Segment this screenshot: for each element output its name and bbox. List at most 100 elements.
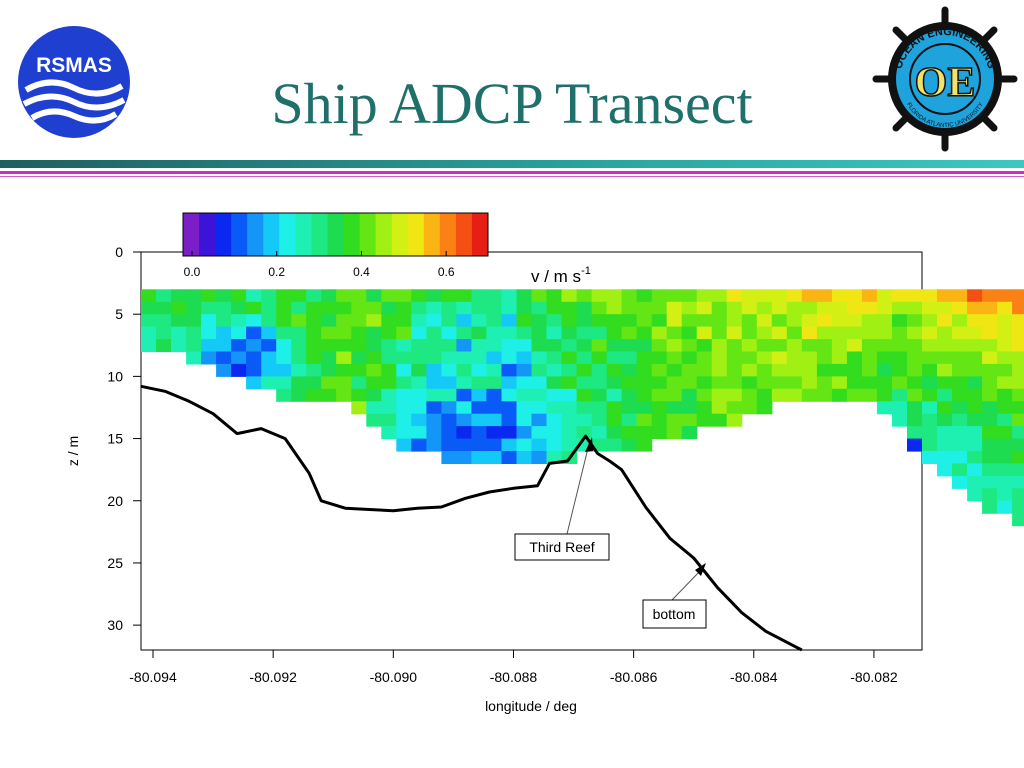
bottom-profile-line — [140, 384, 803, 652]
velocity-cell — [591, 363, 608, 377]
velocity-cell — [726, 401, 743, 415]
velocity-cell — [516, 401, 533, 415]
velocity-cell — [621, 351, 638, 365]
velocity-cell — [441, 363, 457, 377]
velocity-cell — [816, 376, 833, 390]
velocity-cell — [952, 426, 968, 440]
velocity-cell — [561, 401, 578, 415]
velocity-cell — [681, 388, 698, 402]
velocity-cell — [952, 438, 968, 452]
velocity-cell — [907, 438, 923, 452]
velocity-cell — [997, 451, 1013, 464]
velocity-cell — [741, 376, 758, 390]
velocity-cell — [381, 351, 397, 365]
velocity-cell — [426, 413, 442, 427]
velocity-cell — [576, 376, 593, 390]
velocity-cell — [937, 363, 953, 377]
third-reef-label: Third Reef — [529, 539, 594, 555]
velocity-cell — [982, 426, 998, 440]
velocity-cell — [666, 326, 683, 340]
velocity-cell — [591, 339, 608, 353]
velocity-cell — [681, 351, 698, 365]
velocity-cell — [411, 401, 427, 415]
velocity-cell — [396, 326, 412, 340]
velocity-cell — [576, 314, 593, 328]
velocity-cell — [366, 301, 382, 315]
velocity-cell — [997, 438, 1013, 452]
velocity-cell — [997, 301, 1013, 315]
velocity-cell — [561, 351, 578, 365]
velocity-cell — [516, 351, 533, 365]
velocity-cell — [892, 388, 908, 402]
velocity-cell — [756, 314, 773, 328]
velocity-cell — [982, 388, 998, 402]
velocity-cell — [171, 289, 187, 303]
velocity-cell — [186, 326, 202, 340]
velocity-cell — [576, 363, 593, 377]
velocity-cell — [531, 451, 548, 464]
x-tick-label: -80.084 — [730, 669, 778, 685]
velocity-cell — [471, 339, 487, 353]
x-tick-label: -80.086 — [610, 669, 658, 685]
velocity-cell — [411, 426, 427, 440]
velocity-cell — [201, 314, 217, 328]
velocity-cell — [606, 363, 623, 377]
velocity-cell — [426, 339, 442, 353]
velocity-cell — [501, 301, 518, 315]
velocity-cell — [501, 351, 518, 365]
velocity-cell — [441, 289, 457, 303]
velocity-cell — [606, 301, 623, 315]
velocity-cell — [922, 339, 938, 353]
velocity-cell — [741, 401, 758, 415]
velocity-cell — [907, 351, 923, 365]
velocity-cell — [997, 463, 1013, 477]
velocity-cell — [816, 289, 833, 303]
velocity-cell — [922, 351, 938, 365]
velocity-cell — [246, 326, 262, 340]
velocity-cell — [456, 376, 472, 390]
velocity-cell — [366, 339, 382, 353]
x-axis-label: longitude / deg — [485, 698, 577, 714]
velocity-cell — [922, 301, 938, 315]
velocity-cell — [486, 451, 502, 464]
velocity-cell — [726, 363, 743, 377]
velocity-cell — [246, 289, 262, 303]
velocity-cell — [201, 339, 217, 353]
velocity-cell — [591, 388, 608, 402]
velocity-cell — [636, 314, 653, 328]
velocity-cell — [486, 376, 502, 390]
velocity-cell — [501, 413, 518, 427]
velocity-cell — [952, 326, 968, 340]
velocity-cell — [967, 463, 983, 477]
velocity-cell — [246, 363, 262, 377]
velocity-cell — [426, 351, 442, 365]
velocity-cell — [351, 314, 367, 328]
velocity-cell — [696, 401, 713, 415]
velocity-cell — [937, 301, 953, 315]
velocity-cell — [456, 438, 472, 452]
velocity-cell — [576, 301, 593, 315]
velocity-cell — [771, 301, 788, 315]
velocity-cell — [411, 413, 427, 427]
velocity-cell — [531, 314, 548, 328]
velocity-cell — [591, 314, 608, 328]
colorbar-swatch — [327, 213, 345, 256]
velocity-cell — [456, 363, 472, 377]
velocity-cell — [381, 426, 397, 440]
velocity-cell — [306, 339, 322, 353]
velocity-cell — [666, 301, 683, 315]
velocity-cell — [411, 289, 427, 303]
velocity-cell — [426, 388, 442, 402]
velocity-cell — [291, 363, 307, 377]
velocity-cell — [666, 376, 683, 390]
velocity-cell — [982, 326, 998, 340]
velocity-cell — [291, 326, 307, 340]
velocity-cell — [351, 363, 367, 377]
velocity-cell — [696, 388, 713, 402]
velocity-cell — [441, 451, 457, 464]
velocity-cell — [952, 339, 968, 353]
velocity-cell — [291, 339, 307, 353]
velocity-cell — [516, 339, 533, 353]
velocity-cell — [666, 401, 683, 415]
velocity-cell — [666, 351, 683, 365]
